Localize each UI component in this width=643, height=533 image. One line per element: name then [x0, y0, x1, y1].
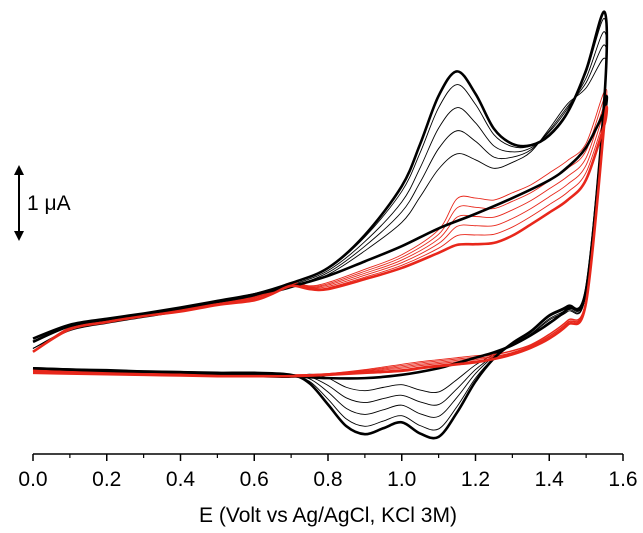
x-tick-label: 1.2 [461, 468, 490, 491]
x-tick-label: 0.6 [240, 468, 269, 491]
cv-trace-black-12 [32, 95, 609, 380]
plot-area [32, 10, 609, 440]
cv-trace-black-2 [32, 18, 608, 431]
x-tick-label: 1.6 [608, 468, 637, 491]
x-tick-label: 0.0 [18, 468, 47, 491]
x-ticks [32, 454, 624, 461]
scale-bar-label: 1 μA [27, 192, 71, 215]
cv-trace-black-5 [32, 57, 608, 394]
x-tick-label: 1.4 [535, 468, 565, 491]
x-tick-label: 0.4 [166, 468, 196, 491]
cv-trace-red-7 [32, 93, 608, 376]
cv-trace-black-3 [32, 31, 608, 418]
cv-trace-red-9 [32, 101, 608, 377]
x-tick-label: 0.2 [92, 468, 121, 491]
x-tick-labels: 0.0 0.2 0.4 0.6 0.8 1.0 1.2 1.4 1.6 [18, 468, 637, 491]
x-tick-label: 0.8 [313, 468, 342, 491]
x-axis-title: E (Volt vs Ag/AgCl, KCl 3M) [199, 504, 457, 527]
x-tick-label: 1.0 [387, 468, 416, 491]
cv-trace-red-8 [32, 97, 608, 376]
current-scale-bar: 1 μA [14, 165, 71, 241]
x-axis: 0.0 0.2 0.4 0.6 0.8 1.0 1.2 1.4 1.6 [18, 453, 638, 491]
cv-trace-red-11 [32, 105, 609, 378]
